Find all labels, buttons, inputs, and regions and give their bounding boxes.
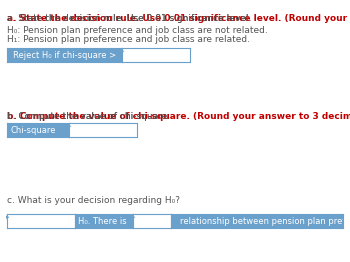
Text: Chi-square: Chi-square	[10, 125, 56, 134]
Text: H₀: Pension plan preference and job class are not related.: H₀: Pension plan preference and job clas…	[7, 26, 268, 35]
Text: c. What is your decision regarding H₀?: c. What is your decision regarding H₀?	[7, 196, 180, 205]
Text: a. State the decision rule. Use 0.01 significance level.: a. State the decision rule. Use 0.01 sig…	[7, 14, 251, 23]
Text: ▸: ▸	[121, 48, 125, 54]
Text: H₁: Pension plan preference and job class are related.: H₁: Pension plan preference and job clas…	[7, 35, 250, 44]
Text: ▸: ▸	[68, 123, 71, 129]
Text: b. Compute the value of chi-square.: b. Compute the value of chi-square.	[7, 112, 170, 121]
Text: ▸: ▸	[6, 214, 9, 220]
Text: a. State the decision rule. Use 0.01 significance level.: a. State the decision rule. Use 0.01 sig…	[7, 14, 251, 23]
Text: ▸: ▸	[132, 214, 135, 220]
Text: b. Compute the value of chi-square.: b. Compute the value of chi-square.	[7, 112, 170, 121]
Text: Reject H₀ if chi-square >: Reject H₀ if chi-square >	[13, 51, 116, 59]
Text: relationship between pension plan preference and job class.: relationship between pension plan prefer…	[180, 216, 350, 226]
Text: H₀. There is: H₀. There is	[78, 216, 127, 226]
Text: b. Compute the value of chi-square. (Round your answer to 3 decimal places.): b. Compute the value of chi-square. (Rou…	[7, 112, 350, 121]
Text: a. State the decision rule. Use 0.01 significance level. (Round your answer to 3: a. State the decision rule. Use 0.01 sig…	[7, 14, 350, 23]
